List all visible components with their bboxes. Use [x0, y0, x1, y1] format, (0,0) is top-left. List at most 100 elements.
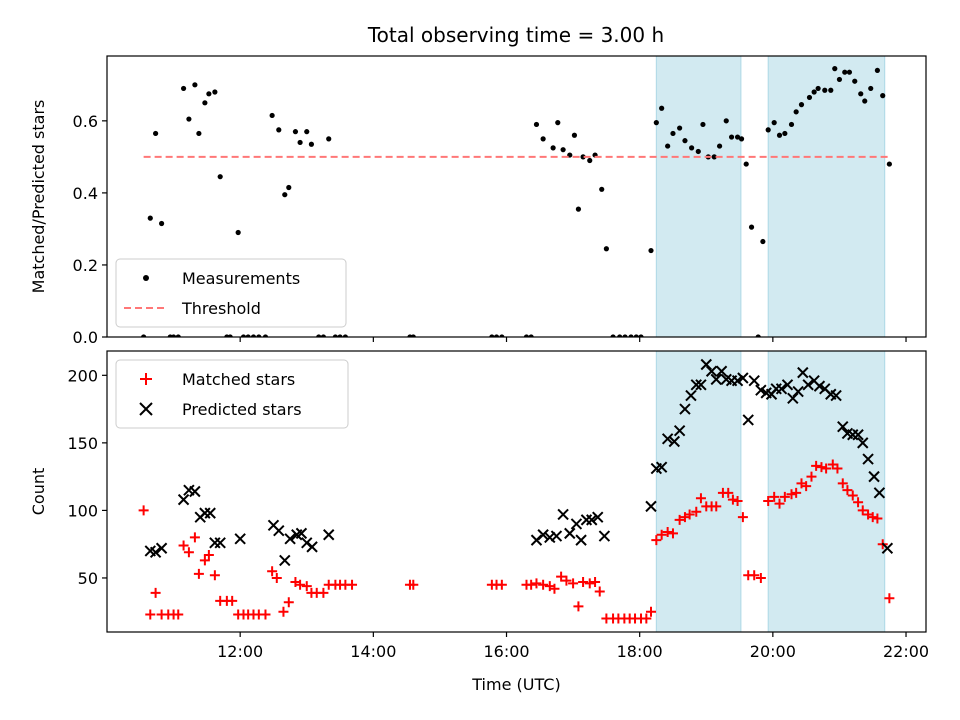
matched-stars-point [173, 609, 184, 620]
y-tick-label: 50 [78, 569, 98, 588]
predicted-stars-point [857, 437, 869, 449]
measurement-point [846, 69, 853, 75]
measurement-point [628, 334, 634, 337]
measurement-point [677, 125, 683, 131]
measurement-point [617, 334, 623, 337]
measurement-point [528, 334, 534, 337]
y-tick-label: 0.2 [73, 256, 98, 275]
y-tick-label: 0.4 [73, 184, 98, 203]
measurement-point [308, 141, 315, 147]
matched-stars-point [857, 505, 868, 516]
x-tick-label: 16:00 [483, 642, 529, 661]
measurement-point [788, 121, 795, 128]
predicted-stars-point [802, 379, 814, 391]
predicted-stars-point [586, 514, 598, 526]
measurement-point [700, 121, 706, 128]
measurement-point [170, 334, 177, 337]
measurement-point [782, 130, 788, 137]
matched-stars-point [347, 579, 358, 590]
measurement-point [760, 238, 766, 245]
measurement-point [180, 85, 187, 92]
matched-stars-point [695, 493, 706, 504]
matched-stars-point [209, 570, 220, 581]
x-tick-label: 22:00 [883, 642, 929, 661]
y-tick-label: 200 [67, 366, 98, 385]
measurement-point [822, 87, 828, 93]
measurement-point [728, 134, 735, 140]
predicted-stars-point [797, 366, 809, 379]
matched-stars-point [763, 495, 774, 506]
predicted-stars-point [557, 508, 569, 521]
matched-stars-point [227, 595, 238, 606]
measurement-point [603, 246, 609, 252]
predicted-stars-point [570, 518, 583, 530]
measurement-point [832, 66, 838, 72]
matched-stars-point [301, 581, 312, 592]
measurement-point [836, 76, 843, 83]
x-tick-label: 12:00 [217, 642, 263, 661]
data-layer [138, 358, 895, 624]
matched-stars-point [651, 535, 662, 546]
predicted-stars-point [868, 470, 880, 483]
matched-stars-point [178, 540, 189, 551]
matched-stars-point [584, 578, 595, 589]
matched-stars-point [189, 532, 200, 543]
matched-stars-point [842, 485, 853, 496]
matched-stars-point [183, 547, 194, 558]
matched-stars-point [526, 579, 537, 590]
measurement-point [212, 89, 218, 95]
legend-box [115, 359, 349, 429]
measurement-point [880, 93, 886, 99]
matched-stars-point [837, 478, 848, 489]
measurement-point [815, 85, 821, 92]
predicted-stars-point [862, 453, 874, 465]
measurement-point [235, 229, 241, 236]
predicted-stars-point [695, 379, 707, 391]
matched-stars-point [737, 512, 748, 523]
matched-stars-point [561, 575, 572, 586]
matched-stars-point [811, 460, 822, 471]
predicted-stars-point [742, 414, 754, 426]
predicted-stars-point [149, 546, 162, 559]
matched-stars-point [732, 495, 743, 506]
measurement-point [342, 334, 348, 337]
data-layer [141, 66, 892, 337]
matched-stars-point [408, 579, 419, 590]
measurement-point [297, 139, 303, 146]
measurement-point [743, 161, 749, 167]
matched-stars-point [769, 491, 780, 502]
measurement-point [493, 334, 500, 337]
y-tick-label: 0.0 [73, 328, 98, 347]
predicted-stars-point [323, 529, 335, 541]
measurement-point [269, 112, 275, 119]
predicted-stars-point [852, 429, 864, 441]
measurement-point [682, 138, 688, 144]
observing-window-shade [655, 350, 742, 633]
matched-stars-point [853, 497, 864, 508]
measurement-point [555, 120, 561, 126]
matched-stars-point [727, 494, 738, 505]
measurement-point [734, 134, 741, 140]
matched-stars-point [806, 471, 817, 482]
measurement-point [337, 334, 343, 337]
predicted-stars-point [655, 461, 668, 473]
measurement-point [862, 98, 868, 104]
measurement-point [811, 89, 817, 95]
matched-stars-point [641, 613, 652, 624]
measurement-point [638, 334, 644, 337]
measurement-point [852, 78, 858, 84]
predicted-stars-point [781, 379, 794, 391]
measurement-point [186, 116, 192, 122]
predicted-stars-point [710, 373, 722, 386]
legend-box [115, 258, 347, 328]
matched-stars-point [662, 527, 673, 538]
measurement-point [723, 118, 729, 124]
measurement-point [659, 105, 665, 111]
predicted-stars-point [685, 389, 697, 402]
matched-stars-point [138, 505, 149, 516]
measurement-point [196, 130, 202, 137]
measurement-point [874, 67, 880, 74]
predicted-stars-point [598, 530, 611, 542]
matched-stars-point [684, 509, 695, 520]
predicted-stars-point [787, 392, 799, 404]
